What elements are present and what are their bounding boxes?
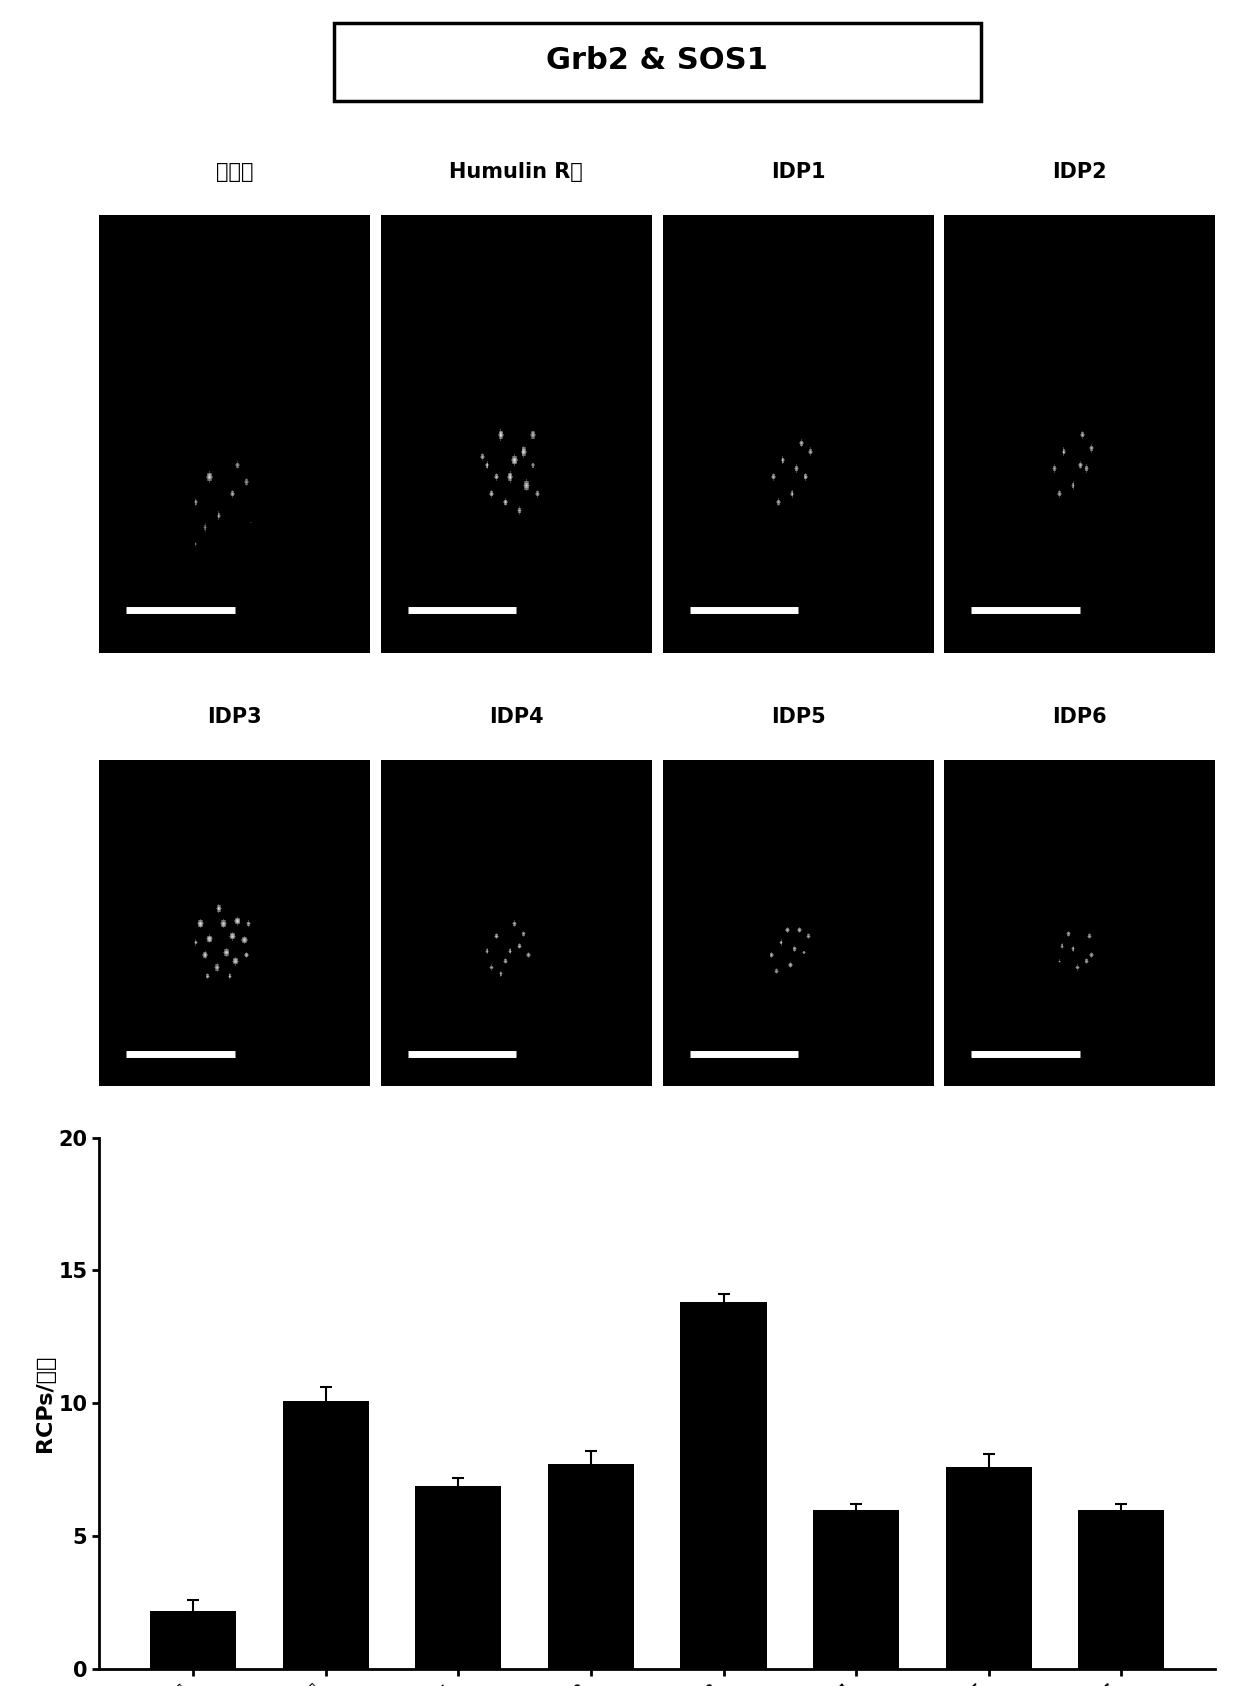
Y-axis label: RCPs/细胞: RCPs/细胞 [36, 1354, 56, 1452]
Bar [150, 1610, 236, 1669]
Bar [283, 1401, 368, 1669]
Bar [813, 1509, 899, 1669]
Text: 对照组: 对照组 [216, 162, 253, 182]
Text: Humulin R组: Humulin R组 [449, 162, 583, 182]
Text: IDP5: IDP5 [771, 708, 826, 727]
Bar [548, 1465, 634, 1669]
Bar [1079, 1509, 1164, 1669]
Bar [415, 1485, 501, 1669]
Bar [946, 1467, 1032, 1669]
Text: Grb2 & SOS1: Grb2 & SOS1 [547, 46, 768, 74]
Text: IDP4: IDP4 [489, 708, 543, 727]
Text: IDP3: IDP3 [207, 708, 262, 727]
Text: IDP1: IDP1 [771, 162, 826, 182]
Text: IDP6: IDP6 [1053, 708, 1107, 727]
FancyBboxPatch shape [334, 24, 981, 101]
Bar [681, 1302, 766, 1669]
Text: IDP2: IDP2 [1053, 162, 1107, 182]
